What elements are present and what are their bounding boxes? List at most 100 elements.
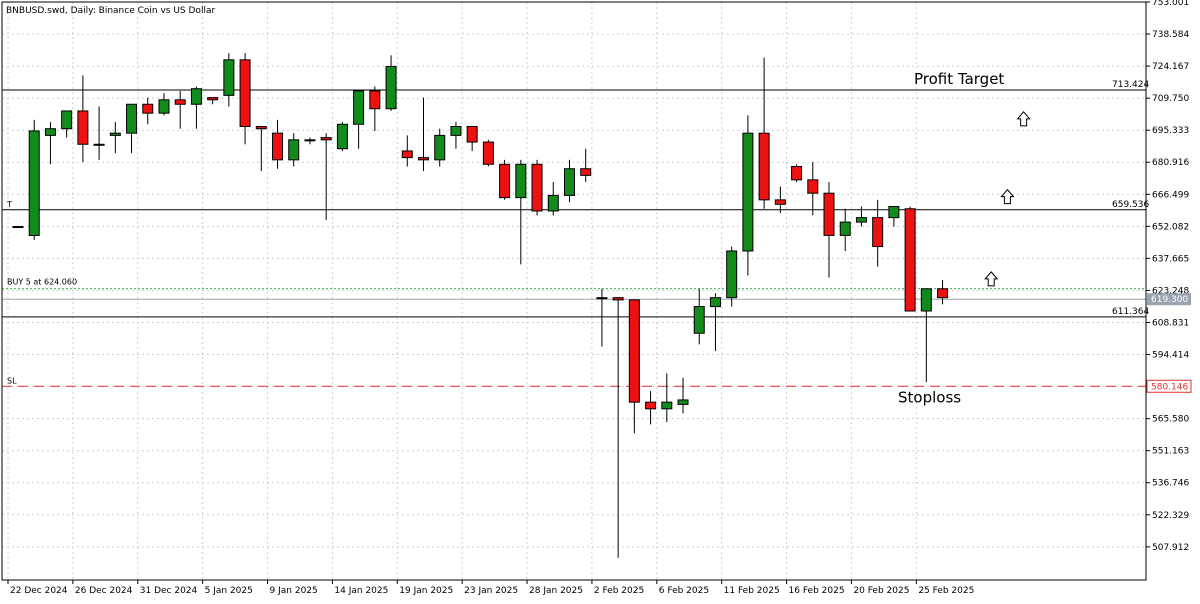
candle: [255, 125, 267, 171]
candle: [774, 186, 786, 214]
candle: [482, 139, 494, 167]
bull-candle-body: [742, 132, 754, 252]
x-tick-label: 22 Dec 2024: [10, 586, 68, 596]
candle: [612, 297, 624, 558]
candle: [12, 226, 24, 229]
bear-candle-body: [823, 192, 835, 236]
candle: [937, 279, 949, 305]
candle: [418, 97, 429, 171]
candle: [466, 125, 478, 151]
y-tick-label: 565.580: [1152, 415, 1189, 425]
y-tick-label: 695.333: [1152, 126, 1189, 136]
bull-candle-body: [693, 306, 705, 334]
candle: [839, 208, 851, 251]
bear-candle-body: [207, 97, 219, 101]
bear-candle-body: [77, 110, 89, 145]
bear-candle-body: [872, 217, 884, 248]
candle: [28, 119, 40, 240]
candle: [709, 293, 721, 352]
y-tick-label: 753.001: [1152, 0, 1189, 8]
candle: [628, 299, 640, 434]
x-tick-label: 11 Feb 2025: [724, 586, 780, 596]
candle: [580, 148, 592, 183]
bull-candle-body: [61, 110, 73, 130]
candle: [126, 103, 138, 154]
level-stoploss-price: 580.146: [1151, 382, 1188, 392]
candle: [677, 377, 689, 414]
x-tick-label: 6 Feb 2025: [659, 586, 709, 596]
bear-candle-body: [499, 163, 511, 199]
up-arrow-icon: [1000, 188, 1015, 205]
axis-layer: 753.001 738.584 724.167 709.750 695.333 680.9…: [1, 0, 1192, 596]
x-tick-label: 19 Jan 2025: [399, 586, 453, 596]
candle: [563, 159, 575, 203]
bear-candle-body: [645, 401, 657, 410]
level-support-price: 611.364: [1112, 307, 1149, 317]
candle: [499, 159, 511, 200]
candle: [434, 128, 446, 167]
y-tick-label: 709.750: [1152, 94, 1189, 104]
bull-candle-body: [726, 250, 738, 299]
candle: [109, 122, 121, 154]
candle: [596, 288, 608, 347]
buy-order-label: BUY 5 at 624.060: [7, 278, 77, 287]
bull-candle-body: [855, 217, 867, 223]
bear-candle-body: [320, 137, 332, 141]
candle: [190, 86, 202, 129]
stoploss-label: Stoploss: [898, 388, 961, 406]
y-tick-label: 652.082: [1152, 222, 1189, 232]
up-arrow-icon: [1016, 111, 1031, 127]
candle: [272, 119, 284, 169]
bear-candle-body: [401, 150, 413, 159]
bull-candle-body: [596, 297, 608, 300]
bull-candle-body: [158, 99, 170, 114]
bull-candle-body: [304, 139, 316, 142]
y-tick-label: 522.329: [1152, 511, 1189, 521]
bull-candle-body: [563, 168, 575, 196]
candle: [77, 75, 89, 163]
bull-candle-body: [126, 103, 138, 134]
plot-frame: [1, 1, 1147, 581]
candle: [207, 97, 219, 105]
x-tick-label: 20 Feb 2025: [853, 586, 909, 596]
bull-candle-body: [920, 288, 932, 312]
bull-candle-body: [190, 88, 202, 105]
level-t-line-price: 659.536: [1112, 200, 1149, 210]
up-arrow-icon: [984, 271, 999, 287]
y-tick-label: 738.584: [1152, 30, 1189, 40]
bear-candle-body: [580, 168, 592, 176]
candle: [547, 182, 559, 216]
level-layer: 713.424 659.536 611.364 Profit Target Stoplo…: [2, 70, 1149, 406]
x-tick-label: 23 Jan 2025: [464, 586, 518, 596]
bull-candle-body: [434, 134, 446, 161]
y-tick-label: 680.916: [1152, 158, 1189, 168]
candle: [693, 288, 705, 345]
bear-candle-body: [531, 163, 543, 212]
y-tick-label: 608.831: [1152, 318, 1189, 328]
level-current-price-badge: [1147, 293, 1191, 306]
bull-candle-body: [288, 139, 300, 161]
y-tick-label: 551.163: [1152, 447, 1189, 457]
t-tag-label: T: [6, 200, 12, 209]
candle-layer: [12, 53, 949, 558]
candle: [645, 391, 657, 425]
bear-candle-body: [239, 59, 251, 127]
candle: [401, 135, 413, 167]
x-tick-label: 25 Feb 2025: [918, 586, 974, 596]
bull-candle-body: [709, 297, 721, 308]
x-tick-label: 5 Jan 2025: [205, 586, 253, 596]
candle: [515, 159, 527, 265]
level-current-price-price: 619.300: [1151, 295, 1188, 305]
bear-candle-body: [482, 141, 494, 165]
y-tick-label: 724.167: [1152, 62, 1189, 72]
y-tick-label: 666.499: [1152, 190, 1189, 200]
candle: [44, 122, 56, 165]
bull-candle-body: [336, 123, 348, 150]
bull-candle-body: [385, 65, 397, 110]
candle: [450, 122, 462, 149]
bull-candle-body: [677, 399, 689, 405]
x-tick-label: 2 Feb 2025: [594, 586, 644, 596]
candle: [791, 164, 803, 183]
